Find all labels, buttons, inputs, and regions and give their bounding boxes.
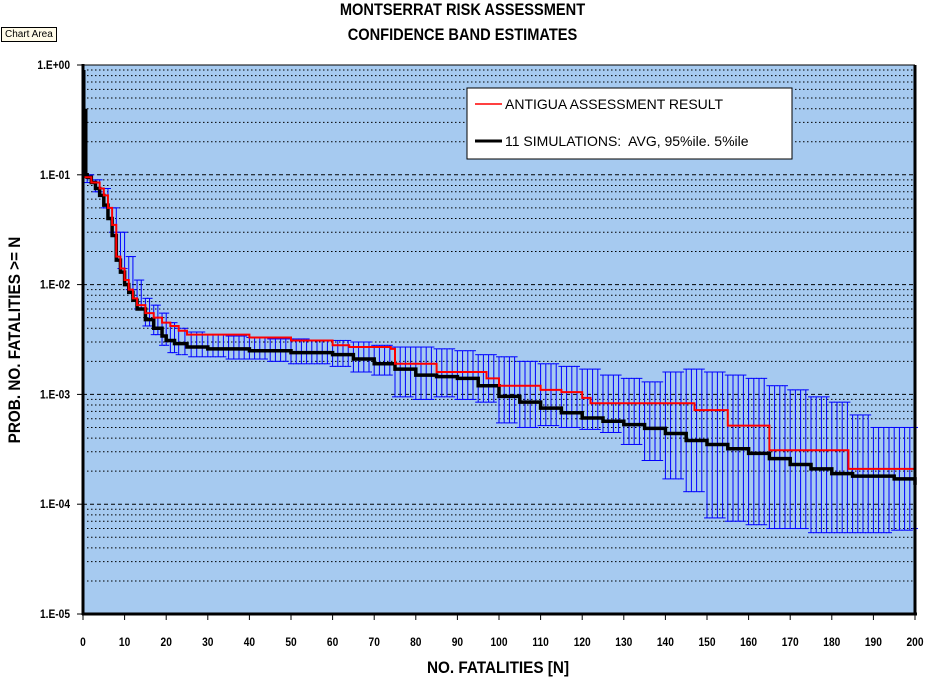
y-tick-label: 1.E+00 [37, 59, 70, 72]
x-tick-label: 0 [80, 636, 86, 649]
x-tick-label: 160 [740, 636, 757, 649]
x-tick-label: 140 [657, 636, 674, 649]
x-tick-label: 150 [698, 636, 715, 649]
x-tick-label: 80 [410, 636, 421, 649]
x-tick-label: 90 [452, 636, 463, 649]
y-tick-label: 1.E-05 [40, 608, 70, 621]
y-tick-label: 1.E-03 [40, 389, 70, 402]
chart-title: MONTSERRAT RISK ASSESSMENT [339, 0, 586, 19]
y-axis-label: PROB. NO. FATALITIES >= N [5, 237, 24, 444]
gridlines [83, 69, 915, 582]
y-tick-label: 1.E-02 [40, 279, 70, 292]
x-tick-label: 200 [906, 636, 923, 649]
x-tick-label: 130 [615, 636, 632, 649]
x-tick-label: 170 [782, 636, 799, 649]
x-tick-label: 50 [285, 636, 296, 649]
x-tick-label: 60 [327, 636, 338, 649]
legend-antigua-label: ANTIGUA ASSESSMENT RESULT [505, 96, 724, 112]
chart-area-tooltip: Chart Area [1, 27, 57, 42]
y-tick-label: 1.E-01 [40, 169, 70, 182]
x-tick-label: 110 [532, 636, 548, 649]
x-axis-label: NO. FATALITIES [N] [427, 658, 569, 677]
chart-subtitle: CONFIDENCE BAND ESTIMATES [347, 25, 578, 44]
y-tick-labels: 1.E+00 1.E-01 1.E-02 1.E-03 1.E-04 1.E-05 [37, 59, 83, 621]
y-tick-label: 1.E-04 [40, 499, 71, 512]
x-tick-label: 180 [823, 636, 840, 649]
confidence-band [84, 174, 918, 534]
legend-simulations-label: 11 SIMULATIONS: AVG, 95%ile. 5%ile [505, 133, 749, 149]
legend-box [466, 87, 793, 160]
x-tick-label: 40 [244, 636, 255, 649]
x-tick-label: 120 [574, 636, 591, 649]
x-tick-label: 20 [161, 636, 172, 649]
series-antigua [83, 176, 915, 470]
x-tick-label: 190 [865, 636, 882, 649]
x-tick-label: 100 [490, 636, 507, 649]
x-tick-label: 30 [202, 636, 213, 649]
x-tick-label: 70 [369, 636, 380, 649]
x-tick-labels: 0 10 20 30 40 50 60 70 80 90 100 110 120 130 140 150 160… [80, 614, 924, 649]
x-tick-label: 10 [119, 636, 130, 649]
legend: ANTIGUA ASSESSMENT RESULT 11 SIMULATIONS… [466, 87, 793, 160]
